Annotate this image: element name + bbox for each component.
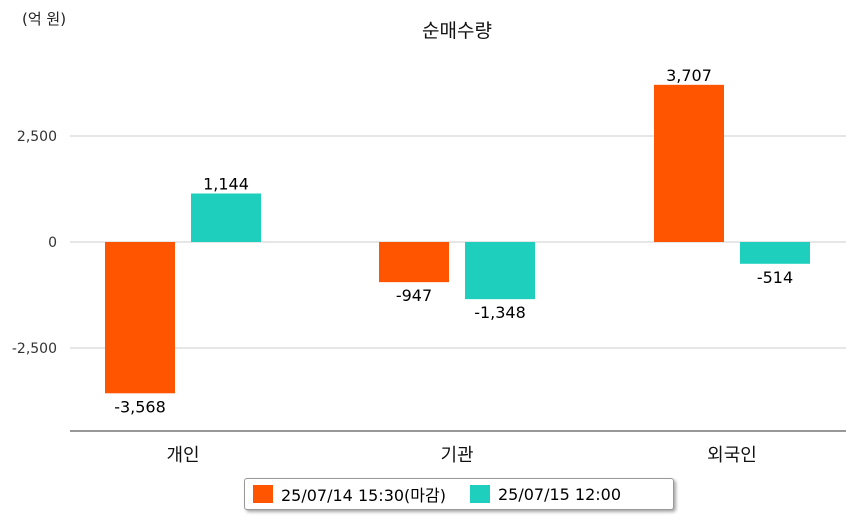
legend-label-series-2: 25/07/15 12:00 — [497, 484, 622, 504]
bar[interactable] — [379, 242, 449, 283]
chart-title: 순매수량 — [422, 20, 492, 42]
data-label: -1,348 — [474, 303, 526, 322]
legend-swatch-series-1 — [253, 485, 273, 503]
data-label: -3,568 — [114, 397, 166, 416]
data-label: 3,707 — [666, 66, 712, 85]
legend-swatch-series-2 — [469, 485, 490, 503]
x-category-label: 외국인 — [707, 445, 757, 466]
chart-legend: 25/07/14 15:30(마감) 25/07/15 12:00 — [244, 478, 674, 510]
data-label: -514 — [757, 268, 793, 287]
chart-unit-label: (억 원) — [22, 10, 66, 28]
y-tick-label: 2,500 — [17, 129, 57, 145]
legend-item-series-2[interactable]: 25/07/15 12:00 — [469, 484, 622, 504]
y-tick-label: -2,500 — [12, 341, 57, 357]
legend-item-series-1[interactable]: 25/07/14 15:30(마감) — [253, 482, 446, 506]
y-tick-label: 0 — [48, 235, 57, 251]
x-category-label: 기관 — [440, 445, 473, 466]
bar[interactable] — [191, 193, 261, 242]
data-label: 1,144 — [203, 174, 249, 193]
legend-label-series-1: 25/07/14 15:30(마감) — [281, 486, 446, 505]
bar[interactable] — [654, 84, 724, 242]
bar[interactable] — [105, 242, 175, 394]
bar[interactable] — [465, 242, 535, 300]
x-category-label: 개인 — [166, 445, 199, 466]
bar[interactable] — [740, 242, 810, 264]
data-label: -947 — [396, 286, 432, 305]
